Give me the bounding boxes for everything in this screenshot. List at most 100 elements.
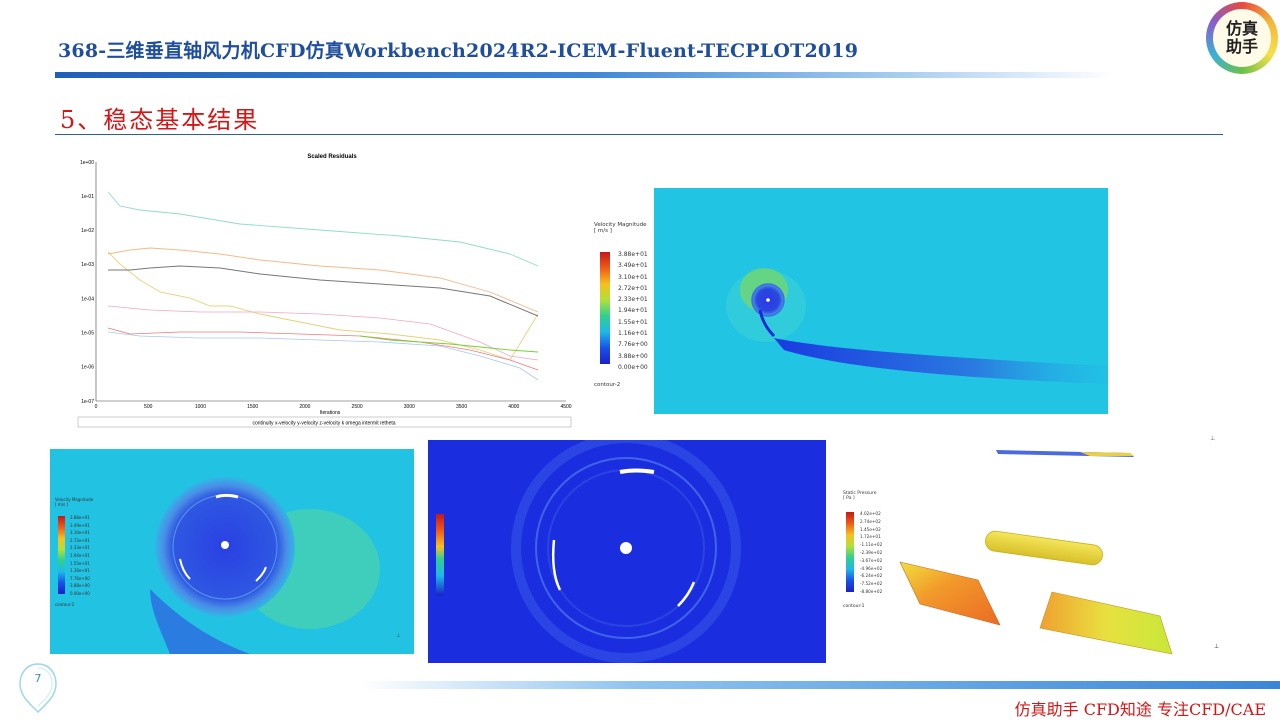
contour-left-name: contour-2 xyxy=(55,602,75,607)
velocity-contour-top xyxy=(654,188,1108,414)
x-axis-ticks: 0 500 1000 1500 2000 2500 3000 3500 4000 4500 xyxy=(95,404,572,410)
x-tick-label: 1500 xyxy=(247,404,258,410)
contour-left-legend: Velocity Magnitude [ m/s ] xyxy=(55,497,93,507)
residuals-plot: Scaled Residuals 1e+00 1e-01 1e-02 1e-03 1e-… xyxy=(60,146,590,432)
contour-pressure-name: contour-1 xyxy=(843,604,865,609)
logo: 仿真 助手 xyxy=(1206,2,1278,74)
legend-value: -4.96e+02 xyxy=(860,565,883,571)
residual-curve-intermit xyxy=(107,331,539,381)
title-underline xyxy=(55,72,1115,78)
legend-value: -7.52e+02 xyxy=(860,581,883,587)
section-title: 5、稳态基本结果 xyxy=(60,106,260,134)
legend-value: 3.49e+01 xyxy=(618,262,648,270)
legend-title: Velocity Magnitude xyxy=(594,222,647,228)
contour-top-legend: Velocity Magnitude [ m/s ] xyxy=(594,222,646,234)
legend-box xyxy=(77,416,572,428)
legend-value: 7.76e+00 xyxy=(618,341,648,349)
logo-text: 仿真 助手 xyxy=(1213,9,1271,67)
legend-value: -2.39e+02 xyxy=(860,549,883,555)
y-tick-label: 1e-03 xyxy=(81,262,94,268)
legend-value: -8.80e+02 xyxy=(860,588,883,594)
legend-unit: [ m/s ] xyxy=(594,228,612,234)
legend-value: -1.11e+02 xyxy=(860,542,883,548)
y-tick-label: 1e-06 xyxy=(81,365,94,371)
legend-unit: [ Pa ] xyxy=(843,496,855,501)
legend-value: 3.10e+01 xyxy=(618,273,648,281)
svg-text:⊥: ⊥ xyxy=(396,633,400,639)
y-tick-label: 1e-01 xyxy=(81,194,94,200)
x-tick-label: 1000 xyxy=(195,404,206,410)
contour-top-colorbar xyxy=(600,252,610,364)
velocity-contour-left: ⊥ xyxy=(50,449,414,654)
y-tick-label: 1e+00 xyxy=(80,160,94,166)
contour-top-name: contour-2 xyxy=(594,382,621,388)
legend-value: -6.24e+02 xyxy=(860,573,883,579)
legend-value: 2.72e+01 xyxy=(70,537,90,543)
legend-value: 7.76e+00 xyxy=(70,575,90,581)
contour-pressure-legend: Static Pressure [ Pa ] xyxy=(843,491,877,501)
residual-curve-z-velocity xyxy=(108,265,539,317)
legend-value: 0.00e+00 xyxy=(618,363,648,371)
x-tick-label: 500 xyxy=(144,404,153,410)
legend-value: 1.55e+01 xyxy=(618,318,648,326)
section-divider xyxy=(55,134,1223,135)
legend-value: 2.72e+01 xyxy=(618,284,648,292)
pressure-contour-blades: ⊥ ⊥ xyxy=(899,435,1219,655)
y-tick-label: 1e-07 xyxy=(81,399,94,405)
legend-value: 3.88e+00 xyxy=(70,583,90,589)
legend-value: 2.74e+02 xyxy=(860,518,881,524)
residual-curve-omega xyxy=(107,327,539,371)
y-axis-ticks: 1e+00 1e-01 1e-02 1e-03 1e-04 1e-05 1e-06 1e-07 xyxy=(80,160,94,405)
legend-value: 3.49e+01 xyxy=(70,522,90,528)
legend-title: Velocity Magnitude xyxy=(55,497,94,502)
footer-text: 仿真助手 CFD知途 专注CFD/CAE xyxy=(1014,700,1266,719)
footer-bar xyxy=(360,681,1280,689)
legend-value: 1.16e+01 xyxy=(70,568,90,574)
x-axis-label: Iterations xyxy=(320,410,341,416)
legend-unit: [ m/s ] xyxy=(55,502,68,507)
legend-value: 3.88e+01 xyxy=(618,251,648,258)
legend-value: 1.94e+01 xyxy=(70,552,90,558)
legend-value: 1.94e+01 xyxy=(618,307,648,315)
legend-value: 1.55e+01 xyxy=(70,560,90,566)
legend-value: 2.33e+01 xyxy=(70,545,90,551)
legend-value: 2.33e+01 xyxy=(618,296,648,304)
slide-title: 368-三维垂直轴风力机CFD仿真Workbench2024R2-ICEM-Fl… xyxy=(58,40,859,62)
residual-curve-x-velocity xyxy=(107,247,539,313)
contour-pressure-colorbar xyxy=(846,512,854,592)
legend-value: 3.10e+01 xyxy=(70,530,90,536)
logo-line-1: 仿真 xyxy=(1225,19,1258,38)
y-tick-label: 1e-04 xyxy=(81,296,94,302)
svg-text:⊥: ⊥ xyxy=(1214,643,1219,650)
logo-line-2: 助手 xyxy=(1225,37,1258,56)
contour-left-values: 3.88e+01 3.49e+01 3.10e+01 2.72e+01 2.33e+01… xyxy=(70,514,90,598)
legend-value: 3.88e+01 xyxy=(70,515,90,520)
page-number: 7 xyxy=(34,672,42,685)
legend-title: Static Pressure xyxy=(843,491,877,496)
x-tick-label: 2000 xyxy=(299,404,310,410)
legend-text: continuity x-velocity y-velocity z-veloc… xyxy=(252,421,395,427)
residuals-title: Scaled Residuals xyxy=(307,154,357,160)
x-tick-label: 3500 xyxy=(456,404,467,410)
contour-top-values: 3.88e+01 3.49e+01 3.10e+01 2.72e+01 2.33e+01… xyxy=(618,249,648,373)
residual-curve-retheta xyxy=(359,335,539,353)
x-tick-label: 3000 xyxy=(404,404,415,410)
residual-curve-continuity xyxy=(107,191,539,267)
x-tick-label: 4000 xyxy=(508,404,519,410)
x-tick-label: 0 xyxy=(95,404,98,410)
legend-value: 1.72e+01 xyxy=(860,534,881,540)
y-tick-label: 1e-05 xyxy=(81,331,94,337)
legend-value: 1.45e+02 xyxy=(860,526,881,532)
legend-value: 3.88e+00 xyxy=(618,352,648,360)
legend-value: -3.67e+02 xyxy=(860,557,883,563)
residual-curve-k xyxy=(107,305,539,361)
contour-pressure-values: 4.02e+02 2.74e+02 1.45e+02 1.72e+01 -1.11e+0… xyxy=(860,510,882,596)
x-tick-label: 4500 xyxy=(560,404,571,410)
legend-value: 0.00e+00 xyxy=(70,590,90,596)
contour-left-colorbar xyxy=(58,516,65,594)
y-tick-label: 1e-02 xyxy=(81,228,94,234)
legend-value: 4.02e+02 xyxy=(860,511,881,516)
x-tick-label: 2500 xyxy=(352,404,363,410)
page-number-badge xyxy=(19,663,57,714)
legend-value: 1.16e+01 xyxy=(618,330,648,338)
